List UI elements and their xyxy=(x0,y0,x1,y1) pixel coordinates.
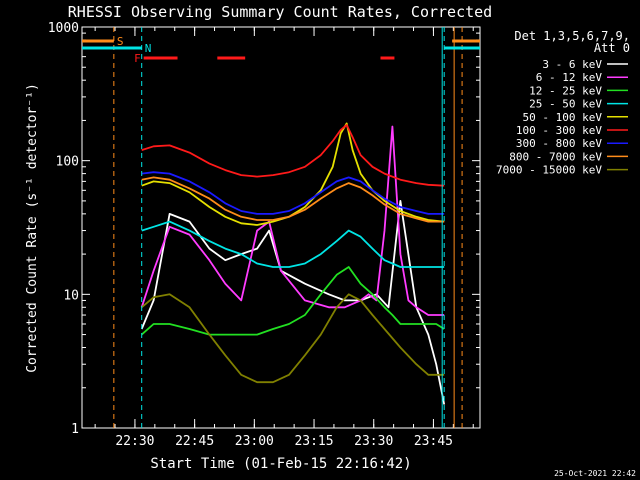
legend-label-8: 800 - 7000 keV xyxy=(509,150,602,163)
legend-label-3: 12 - 25 keV xyxy=(529,84,602,97)
flag-s-label: S xyxy=(117,35,124,48)
legend-label-2: 6 - 12 keV xyxy=(536,71,603,84)
legend-label-4: 25 - 50 keV xyxy=(529,98,602,111)
x-tick-label: 23:15 xyxy=(294,434,333,449)
legend-label-5: 50 - 100 keV xyxy=(523,111,603,124)
x-tick-label: 23:45 xyxy=(414,434,453,449)
legend-header-line-2: Att 0 xyxy=(594,41,630,55)
series-line-4 xyxy=(141,220,445,268)
series-line-8 xyxy=(141,176,445,223)
x-axis-label: Start Time (01-Feb-15 22:16:42) xyxy=(150,456,411,472)
y-tick-label: 1 xyxy=(71,422,79,437)
x-tick-label: 23:00 xyxy=(235,434,274,449)
series-line-6 xyxy=(141,124,445,187)
legend-label-1: 3 - 6 keV xyxy=(542,58,602,71)
footer-timestamp: 25-Oct-2021 22:42 xyxy=(554,469,636,478)
legend-label-6: 100 - 300 keV xyxy=(516,124,602,137)
legend-label-9: 7000 - 15000 keV xyxy=(496,164,602,177)
series-line-5 xyxy=(141,122,445,226)
x-tick-label: 23:30 xyxy=(354,434,393,449)
series-group xyxy=(140,122,446,405)
legend-header-line-1: Det 1,3,5,6,7,9, xyxy=(514,29,630,43)
y-axis-label: Corrected Count Rate (s⁻¹ detector⁻¹) xyxy=(25,83,40,373)
flag-f-label: F xyxy=(134,52,141,65)
x-axis: 22:30 22:45 23:00 23:15 23:30 23:45 xyxy=(94,27,474,449)
time-markers xyxy=(113,27,463,428)
series-line-9 xyxy=(141,293,445,384)
flag-n-label: N xyxy=(145,42,152,55)
plot-frame xyxy=(81,26,481,429)
x-tick-label: 22:45 xyxy=(175,434,214,449)
y-axis: 1 10 100 1000 xyxy=(48,21,480,437)
series-line-7 xyxy=(141,171,445,215)
chart-title: RHESSI Observing Summary Count Rates, Co… xyxy=(68,3,492,21)
y-tick-label: 10 xyxy=(63,288,79,303)
series-line-1 xyxy=(140,199,446,405)
y-tick-label: 100 xyxy=(56,155,79,170)
legend-label-7: 300 - 800 keV xyxy=(516,137,602,150)
y-tick-label: 1000 xyxy=(48,21,79,36)
flag-bars: S NF xyxy=(82,35,480,65)
series-line-3 xyxy=(141,266,445,336)
x-tick-label: 22:30 xyxy=(115,434,154,449)
